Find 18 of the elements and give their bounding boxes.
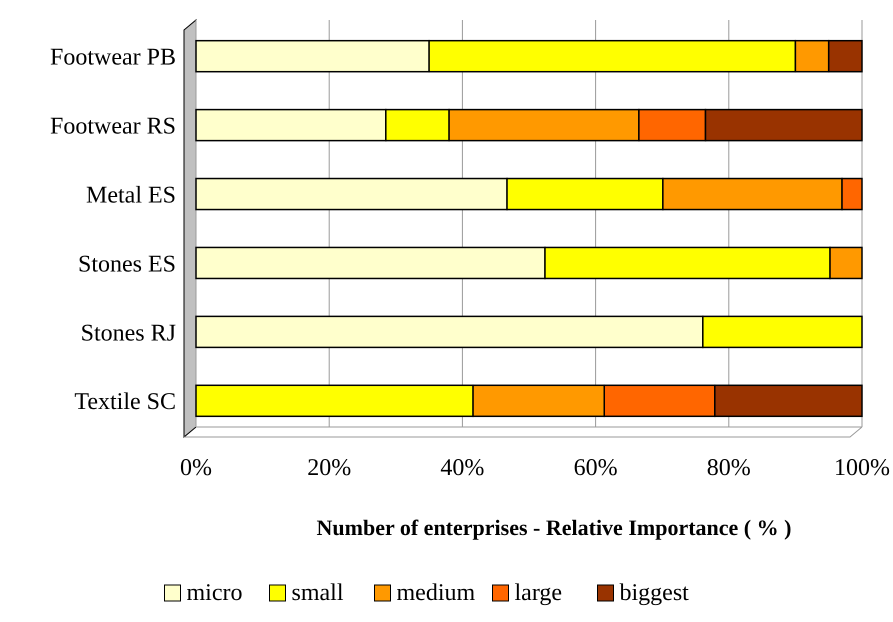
x-axis-title: Number of enterprises - Relative Importance ( % ) [316,515,792,540]
y-tick-label: Metal ES [86,182,176,208]
legend-label: micro [186,580,242,606]
legend-label: medium [396,580,476,606]
y-tick-label: Footwear PB [50,44,176,71]
y-tick-label: Footwear RS [50,114,176,140]
legend-label: biggest [620,580,690,606]
legend-label: large [514,580,562,606]
x-tick-label: 20% [307,455,352,481]
y-tick-label: Stones RJ [80,320,176,346]
y-tick-label: Stones ES [78,251,176,278]
x-tick-label: 40% [440,455,484,481]
x-tick-label: 0% [180,455,212,481]
x-tick-label: 80% [706,455,751,481]
x-tick-label: 60% [574,455,618,481]
legend-label: small [292,580,344,606]
y-tick-label: Textile SC [74,389,176,416]
x-tick-label: 100% [834,455,890,481]
